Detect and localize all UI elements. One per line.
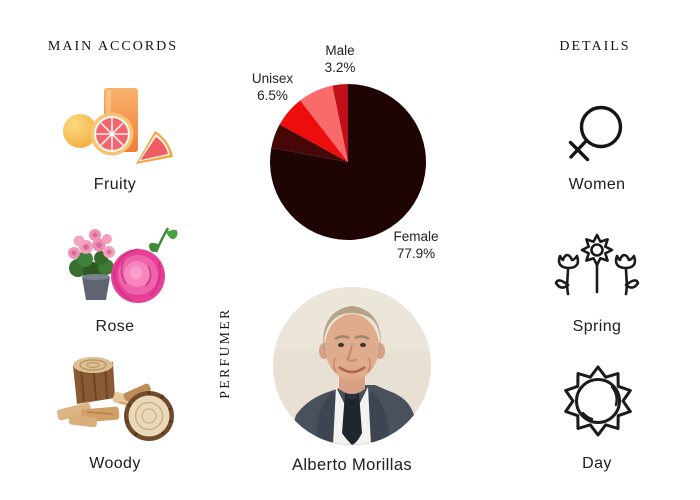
pie-slice-unlabeled: [271, 124, 348, 162]
accord-image-fruity: [60, 88, 180, 168]
detail-label-day: Day: [582, 455, 612, 472]
perfumer-photo: [273, 287, 431, 445]
detail-label-spring: Spring: [572, 318, 622, 335]
grapefruit-juice-illustration: [63, 88, 173, 164]
pie-slice-female: [269, 84, 426, 240]
pie-slice-male: [332, 84, 348, 162]
pie-label-unisex-name: Unisex: [251, 71, 294, 86]
pink-roses-illustration: [68, 227, 178, 303]
pie-label-unisex: Unisex 6.5%: [235, 70, 310, 104]
details-heading: DETAILS: [559, 39, 631, 54]
pie-label-male: Male 3.2%: [300, 42, 380, 76]
flowers-icon: [554, 233, 640, 296]
pie-label-male-value: 3.2%: [324, 60, 356, 75]
perfumer-name: Alberto Morillas: [291, 456, 413, 474]
main-accords-heading: MAIN ACCORDS: [47, 39, 179, 54]
pie-slice-unlabeled: [300, 85, 348, 162]
big-rose: [111, 248, 165, 303]
alberto-morillas-portrait: [273, 287, 431, 445]
detail-item-day: [556, 362, 640, 440]
accord-image-woody: [55, 350, 183, 442]
accord-image-rose: [62, 220, 180, 304]
pie-label-female-value: 77.9%: [396, 246, 436, 261]
accord-label-woody: Woody: [89, 455, 141, 472]
female-symbol-icon: [568, 105, 623, 162]
pie-label-female-name: Female: [393, 229, 439, 244]
sun-icon: [564, 365, 632, 437]
detail-label-women: Women: [568, 176, 626, 193]
detail-item-spring: [554, 226, 640, 302]
pie-slice-unisex: [279, 100, 348, 162]
accord-label-fruity: Fruity: [93, 176, 137, 193]
perfumer-heading: PERFUMER: [217, 307, 232, 399]
wood-logs-illustration: [56, 357, 174, 441]
pie-label-female: Female 77.9%: [382, 228, 450, 262]
gender-pie-chart: [269, 84, 426, 240]
detail-item-women: [563, 102, 635, 166]
potted-roses: [68, 229, 115, 300]
accord-label-rose: Rose: [95, 318, 135, 335]
pie-label-unisex-value: 6.5%: [257, 88, 288, 103]
pie-label-male-name: Male: [325, 43, 355, 58]
